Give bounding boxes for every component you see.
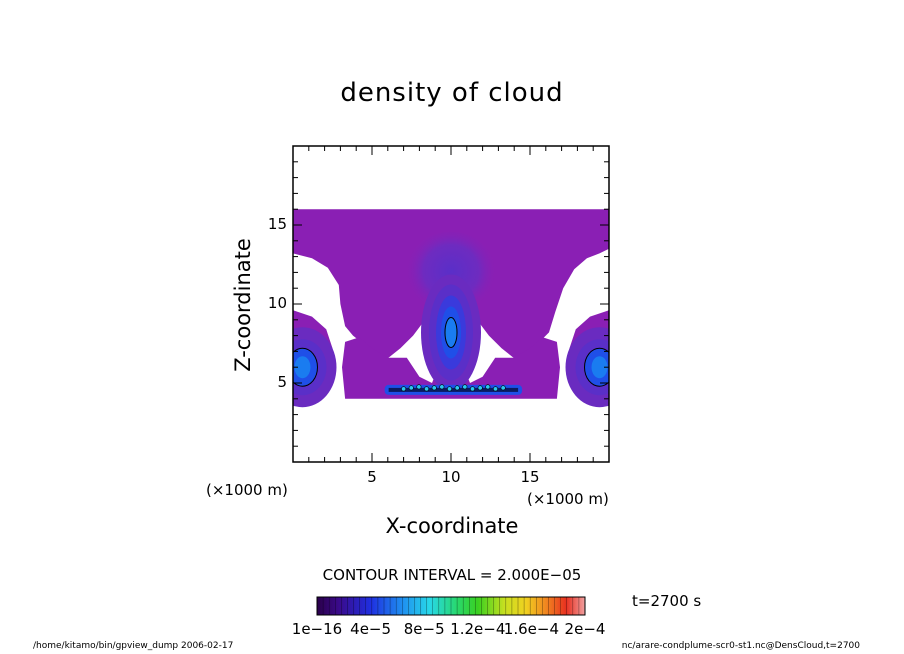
x-axis-label: X-coordinate (385, 514, 519, 538)
chart-title: density of cloud (340, 78, 564, 108)
base-band-speck (485, 384, 491, 390)
base-band-speck (416, 384, 422, 390)
footer-source: nc/arare-condplume-scr0-st1.nc@DensCloud… (621, 641, 860, 651)
colorbar (316, 596, 586, 616)
side-max-contour (294, 356, 311, 379)
footer-path: /home/kitamo/bin/gpview_dump 2006-02-17 (33, 641, 234, 651)
x-tick-label: 15 (520, 468, 540, 486)
density-field (293, 209, 609, 408)
base-band-speck (431, 385, 437, 391)
core-contour-line (444, 316, 458, 348)
base-band-core (388, 387, 519, 392)
x-tick-label: 10 (441, 468, 461, 486)
colorbar-label: 4e−5 (350, 620, 392, 638)
axis-ticks (293, 146, 609, 462)
side-max-contour-line (293, 347, 318, 387)
x-unit-label: (×1000 m) (527, 490, 609, 508)
base-band-speck (447, 386, 453, 392)
base-band-speck (424, 386, 430, 392)
base-band-speck (454, 385, 460, 391)
base-band-speck (492, 386, 498, 392)
side-max-contour (591, 356, 608, 379)
y-tick-label: 15 (267, 215, 287, 233)
y-tick-label: 10 (267, 294, 287, 312)
base-band-speck (462, 384, 468, 390)
colorbar-frame (316, 596, 586, 616)
colorbar-label: 1.2e−4 (450, 620, 506, 638)
core-contour-4 (445, 317, 457, 348)
base-band-speck (477, 385, 483, 391)
colorbar-label: 1e−16 (291, 620, 343, 638)
base-band-speck (408, 385, 414, 391)
colorbar-label: 8e−5 (403, 620, 445, 638)
base-band-speck (470, 386, 476, 392)
contour-interval-label: CONTOUR INTERVAL = 2.000E−05 (322, 566, 582, 584)
y-unit-label: (×1000 m) (206, 481, 288, 499)
colorbar-label: 2e−4 (564, 620, 606, 638)
y-axis-label: Z-coordinate (231, 238, 255, 372)
time-label: t=2700 s (632, 592, 702, 610)
y-tick-label: 5 (277, 373, 287, 391)
side-max-contour-line (584, 347, 609, 387)
x-tick-label: 5 (367, 468, 377, 486)
base-band-speck (439, 384, 445, 390)
colorbar-label: 1.6e−4 (503, 620, 559, 638)
base-band-speck (500, 385, 506, 391)
base-band-speck (401, 386, 407, 392)
